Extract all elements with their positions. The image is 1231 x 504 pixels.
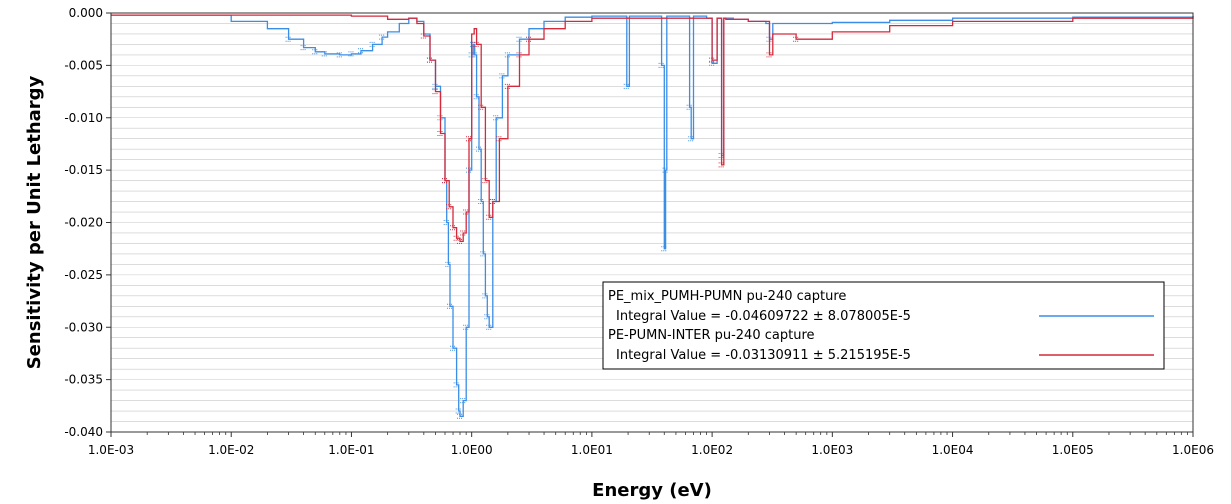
y-tick-label: -0.040 [64,425,103,439]
x-tick-label: 1.0E01 [571,443,613,457]
y-tick-label: 0.000 [69,6,103,20]
legend: PE_mix_PUMH-PUMN pu-240 capture Integral… [602,281,1165,370]
y-tick-label: -0.020 [64,216,103,230]
x-tick-label: 1.0E02 [691,443,733,457]
x-tick-label: 1.0E-02 [208,443,254,457]
legend-series-1-integral: Integral Value = -0.04609722 ± 8.078005E… [616,309,911,324]
x-axis-ticks: 1.0E-03 1.0E-02 1.0E-01 1.0E00 1.0E01 1.0E02 1… [88,432,1214,457]
x-tick-label: 1.0E-01 [328,443,374,457]
x-tick-label: 1.0E00 [451,443,493,457]
legend-series-1-name: PE_mix_PUMH-PUMN pu-240 capture [608,289,846,304]
x-tick-label: 1.0E04 [932,443,974,457]
y-tick-label: -0.025 [64,268,103,282]
y-axis-title: Sensitivity per Unit Lethargy [24,75,45,369]
x-tick-label: 1.0E-03 [88,443,134,457]
x-tick-label: 1.0E03 [811,443,853,457]
series-layer [111,14,1194,419]
legend-box [602,281,1165,370]
x-axis-title: Energy (eV) [592,480,712,501]
series-2-line [111,14,1194,243]
x-tick-label: 1.0E06 [1172,443,1214,457]
y-tick-label: -0.010 [64,111,103,125]
legend-series-2-integral: Integral Value = -0.03130911 ± 5.215195E… [616,348,911,363]
x-tick-label: 1.0E05 [1052,443,1094,457]
series-2 [111,14,1194,244]
y-axis-ticks: 0.000 -0.005 -0.010 -0.015 -0.020 -0.025 -0.03… [64,6,111,439]
y-tick-label: -0.005 [64,58,103,72]
legend-series-2-name: PE-PUMN-INTER pu-240 capture [608,328,815,343]
y-tick-label: -0.035 [64,373,103,387]
y-tick-label: -0.030 [64,320,103,334]
plot-frame [110,12,1194,433]
y-tick-label: -0.015 [64,163,103,177]
